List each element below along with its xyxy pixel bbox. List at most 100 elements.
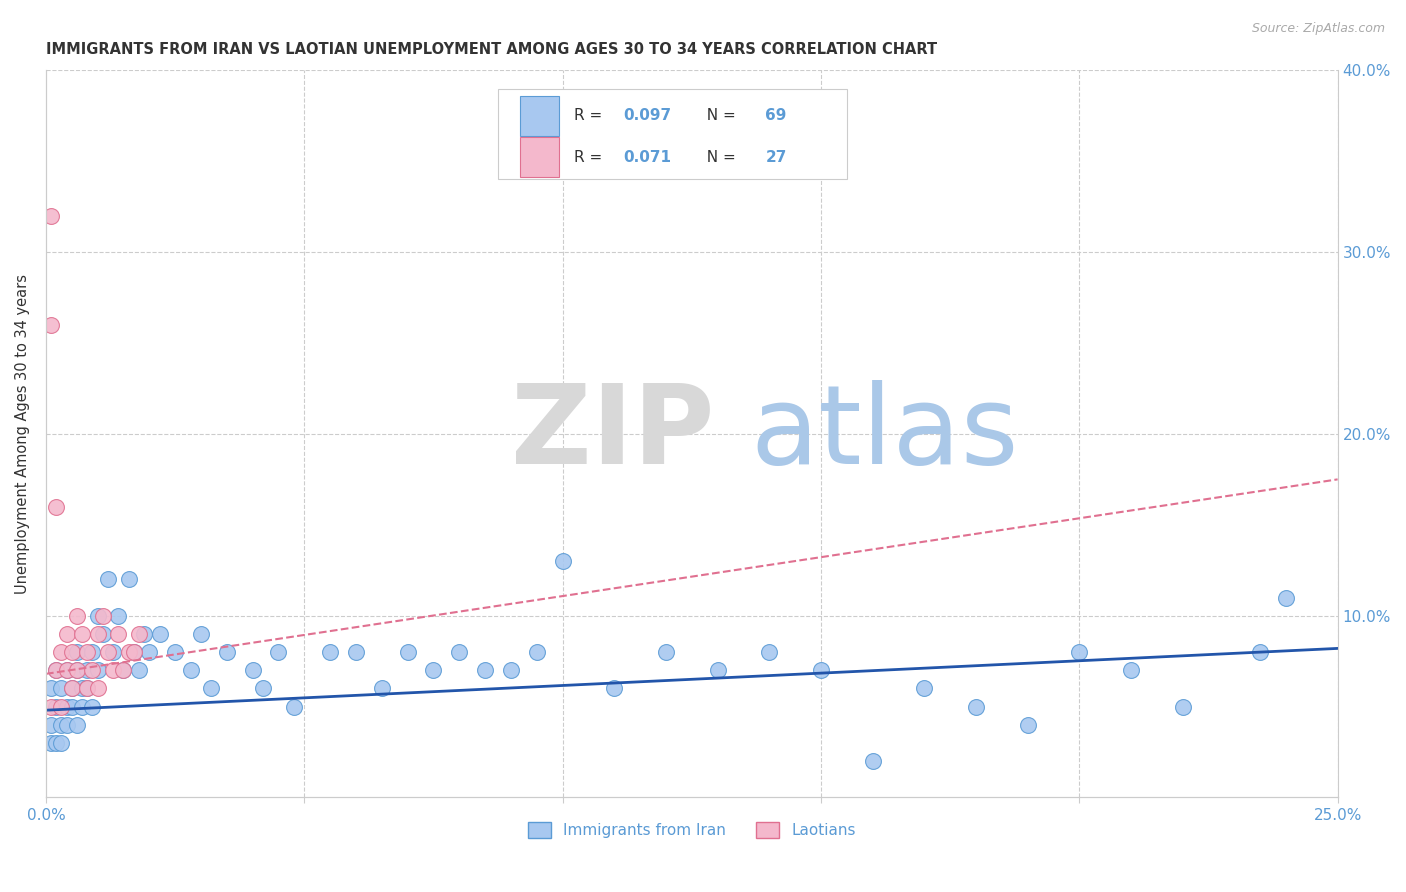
Point xyxy=(112,663,135,677)
Point xyxy=(76,681,98,696)
Point xyxy=(371,681,394,696)
Point xyxy=(101,645,124,659)
Point xyxy=(134,627,156,641)
Point xyxy=(39,736,62,750)
Point xyxy=(82,699,104,714)
Bar xyxy=(520,137,558,178)
Point xyxy=(180,663,202,677)
Point xyxy=(51,699,73,714)
Point xyxy=(128,627,150,641)
Point xyxy=(51,717,73,731)
Point xyxy=(86,627,108,641)
Point xyxy=(97,572,120,586)
Point xyxy=(60,699,83,714)
Point xyxy=(396,645,419,659)
Point xyxy=(66,608,89,623)
Point xyxy=(70,699,93,714)
Point xyxy=(1069,645,1091,659)
Point xyxy=(165,645,187,659)
Text: 27: 27 xyxy=(765,150,787,165)
Point xyxy=(603,681,626,696)
Point xyxy=(66,645,89,659)
Point xyxy=(55,717,77,731)
Point xyxy=(655,645,678,659)
Point xyxy=(117,572,139,586)
Text: 69: 69 xyxy=(765,108,787,123)
Point xyxy=(138,645,160,659)
Point xyxy=(66,663,89,677)
Text: atlas: atlas xyxy=(749,380,1018,487)
Point xyxy=(107,608,129,623)
Point xyxy=(55,663,77,677)
Point xyxy=(51,645,73,659)
Point xyxy=(76,663,98,677)
Point xyxy=(422,663,444,677)
Text: IMMIGRANTS FROM IRAN VS LAOTIAN UNEMPLOYMENT AMONG AGES 30 TO 34 YEARS CORRELATI: IMMIGRANTS FROM IRAN VS LAOTIAN UNEMPLOY… xyxy=(46,42,936,57)
Text: 0.097: 0.097 xyxy=(623,108,672,123)
Point xyxy=(551,554,574,568)
Point xyxy=(101,663,124,677)
Point xyxy=(319,645,342,659)
Point xyxy=(66,717,89,731)
Point xyxy=(45,736,67,750)
Point xyxy=(70,681,93,696)
Point xyxy=(1171,699,1194,714)
Point xyxy=(55,627,77,641)
Text: N =: N = xyxy=(697,108,741,123)
Point xyxy=(60,645,83,659)
Point xyxy=(45,663,67,677)
Point xyxy=(1119,663,1142,677)
Point xyxy=(758,645,780,659)
Point xyxy=(39,209,62,223)
Point xyxy=(60,681,83,696)
Point xyxy=(912,681,935,696)
Point xyxy=(91,608,114,623)
Point xyxy=(60,681,83,696)
Point xyxy=(706,663,728,677)
Point xyxy=(122,645,145,659)
Text: Source: ZipAtlas.com: Source: ZipAtlas.com xyxy=(1251,22,1385,36)
FancyBboxPatch shape xyxy=(498,88,846,179)
Point xyxy=(97,645,120,659)
Point xyxy=(39,681,62,696)
Point xyxy=(82,663,104,677)
Point xyxy=(86,663,108,677)
Point xyxy=(190,627,212,641)
Text: N =: N = xyxy=(697,150,741,165)
Point xyxy=(344,645,367,659)
Point xyxy=(55,663,77,677)
Point xyxy=(45,663,67,677)
Point xyxy=(39,717,62,731)
Point xyxy=(39,318,62,332)
Point xyxy=(51,736,73,750)
Point xyxy=(1249,645,1271,659)
Point xyxy=(1275,591,1298,605)
Point xyxy=(51,681,73,696)
Point xyxy=(76,645,98,659)
Point xyxy=(474,663,496,677)
Point xyxy=(128,663,150,677)
Point xyxy=(1017,717,1039,731)
Point xyxy=(526,645,548,659)
Text: R =: R = xyxy=(574,150,607,165)
Point xyxy=(242,663,264,677)
Point xyxy=(200,681,222,696)
Text: 0.071: 0.071 xyxy=(623,150,671,165)
Point xyxy=(499,663,522,677)
Point xyxy=(86,608,108,623)
Point xyxy=(283,699,305,714)
Point xyxy=(82,645,104,659)
Point xyxy=(91,627,114,641)
Point xyxy=(810,663,832,677)
Point xyxy=(66,663,89,677)
Y-axis label: Unemployment Among Ages 30 to 34 years: Unemployment Among Ages 30 to 34 years xyxy=(15,274,30,594)
Point xyxy=(107,627,129,641)
Text: ZIP: ZIP xyxy=(510,380,714,487)
Point xyxy=(39,699,62,714)
Point xyxy=(45,699,67,714)
Point xyxy=(252,681,274,696)
Point xyxy=(122,645,145,659)
Bar xyxy=(520,95,558,136)
Point xyxy=(267,645,290,659)
Point xyxy=(149,627,172,641)
